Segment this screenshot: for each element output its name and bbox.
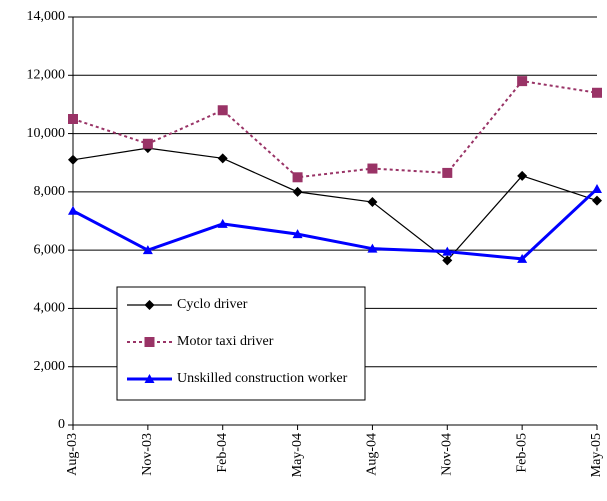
series-line [72, 147, 598, 262]
marker [442, 246, 453, 256]
y-tick-label: 10,000 [27, 126, 66, 141]
marker [367, 197, 378, 208]
marker [442, 167, 453, 178]
x-tick-label: Aug-04 [365, 433, 380, 476]
x-tick-label: Feb-05 [514, 433, 529, 473]
y-tick-label: 6,000 [34, 242, 66, 257]
legend-box [116, 286, 366, 401]
y-tick-label: 0 [58, 417, 65, 432]
marker [292, 186, 303, 197]
y-tick-label: 4,000 [34, 301, 66, 316]
legend-label: Cyclo driver [177, 297, 248, 312]
marker [292, 172, 303, 183]
marker [217, 105, 228, 116]
y-tick-label: 14,000 [27, 9, 66, 24]
marker [217, 218, 228, 228]
series-line [72, 80, 598, 179]
marker [592, 87, 602, 98]
y-tick-label: 12,000 [27, 68, 66, 83]
x-tick-label: May-05 [589, 433, 604, 477]
marker [592, 195, 602, 206]
marker [517, 253, 528, 263]
marker [517, 170, 528, 181]
marker [68, 114, 78, 124]
marker [142, 245, 153, 255]
legend-label: Unskilled construction worker [177, 371, 348, 386]
marker [367, 243, 378, 253]
marker [442, 255, 453, 266]
series-line [72, 187, 599, 261]
marker [142, 138, 153, 149]
x-tick-label: Nov-04 [440, 433, 455, 476]
y-tick-label: 2,000 [34, 359, 66, 374]
x-tick-label: Feb-04 [215, 433, 230, 473]
marker [517, 76, 528, 87]
marker [592, 183, 602, 193]
x-tick-label: May-04 [290, 433, 305, 477]
marker [144, 337, 155, 347]
marker [292, 229, 303, 239]
marker [68, 154, 78, 165]
marker [68, 205, 78, 215]
x-tick-label: Nov-03 [140, 433, 155, 476]
x-tick-label: Aug-03 [65, 433, 80, 476]
marker [217, 153, 228, 164]
legend-label: Motor taxi driver [177, 334, 274, 349]
marker [144, 300, 155, 310]
marker [367, 163, 378, 174]
marker [144, 374, 155, 383]
y-tick-label: 8,000 [34, 184, 66, 199]
